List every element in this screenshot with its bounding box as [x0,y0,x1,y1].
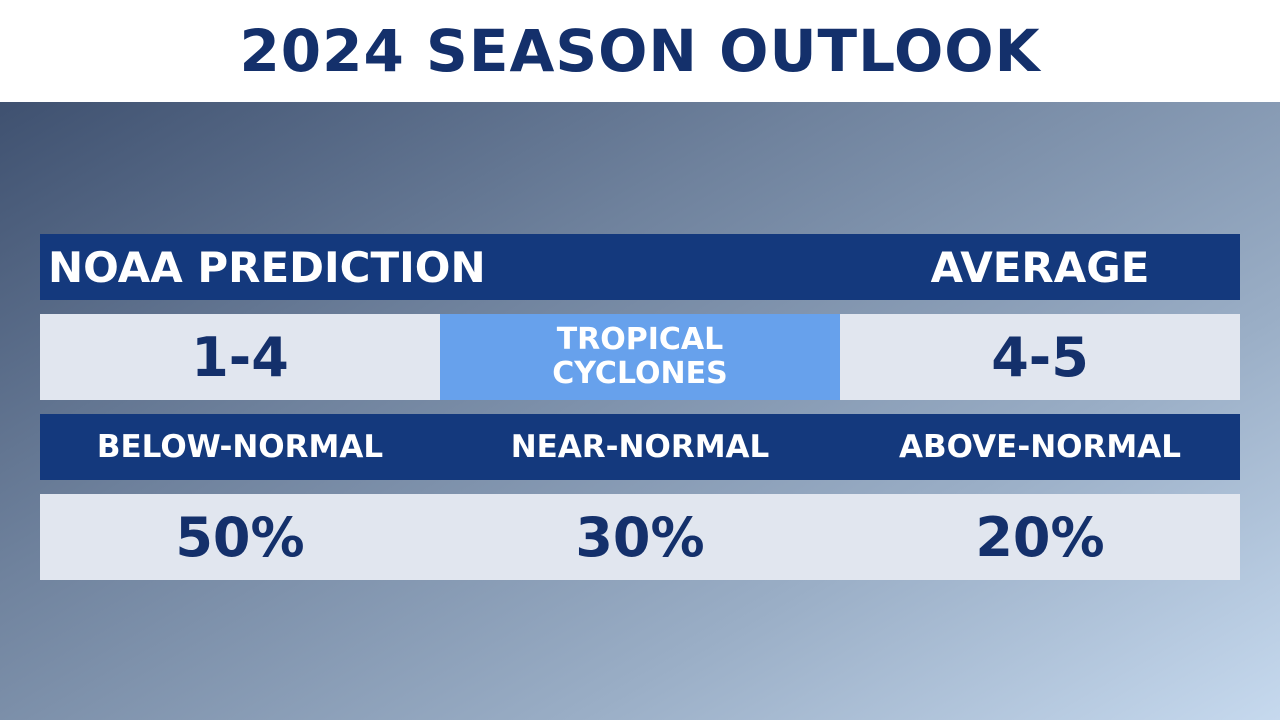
probability-row: 50% 30% 20% [40,494,1240,580]
near-normal-probability: 30% [575,505,705,569]
tropical-cyclones-label: TROPICAL CYCLONES [440,314,840,400]
below-normal-header: BELOW-NORMAL [96,429,384,465]
title-bar: 2024 SEASON OUTLOOK [0,0,1280,102]
background-panel [0,102,1280,720]
noaa-prediction-header: NOAA PREDICTION [48,242,486,292]
header-row: NOAA PREDICTION AVERAGE [40,234,1240,300]
above-normal-probability: 20% [975,505,1105,569]
near-normal-header: NEAR-NORMAL [510,429,770,465]
tropical-cyclones-row: 1-4 TROPICAL CYCLONES 4-5 [40,314,1240,400]
average-header: AVERAGE [930,242,1150,292]
average-cyclones-value: 4-5 [840,314,1240,400]
below-normal-probability: 50% [175,505,305,569]
above-normal-header: ABOVE-NORMAL [899,429,1181,465]
page-title: 2024 SEASON OUTLOOK [239,17,1041,85]
tropical-cyclones-label-line1: TROPICAL [556,322,724,357]
season-category-header-row: BELOW-NORMAL NEAR-NORMAL ABOVE-NORMAL [40,414,1240,480]
tropical-cyclones-label-line2: CYCLONES [552,356,728,391]
prediction-cyclones-value: 1-4 [40,314,440,400]
